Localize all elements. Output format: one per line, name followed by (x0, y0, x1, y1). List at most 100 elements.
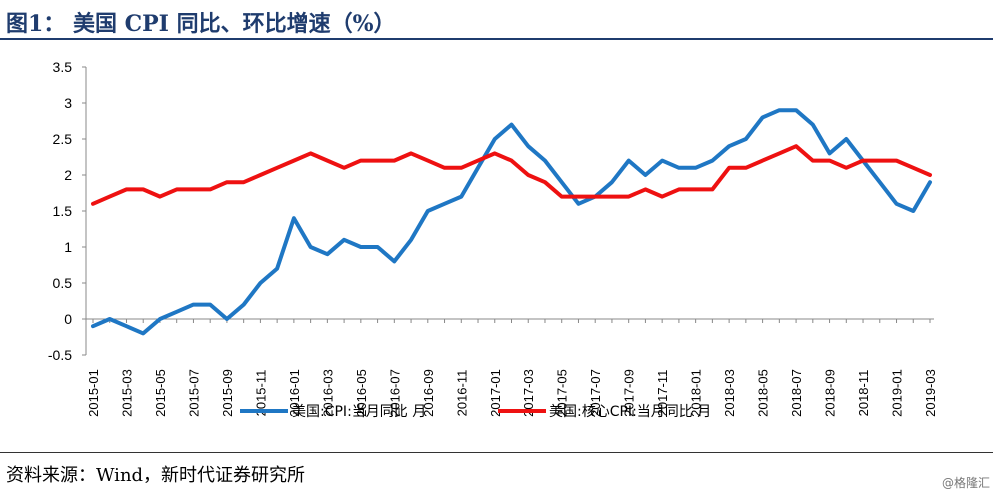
data-point (594, 196, 596, 198)
data-point (644, 188, 646, 190)
data-point (494, 152, 496, 154)
data-point (577, 203, 579, 205)
data-point (862, 160, 864, 162)
data-point (778, 152, 780, 154)
data-point (527, 145, 529, 147)
data-point (511, 160, 512, 162)
y-axis: 3.5 3 2.5 2 1.5 1 0.5 0 -0.5 (48, 59, 87, 363)
x-tick-label: 2017-11 (655, 370, 670, 417)
x-tick-label: 2015-07 (186, 369, 201, 417)
data-point (377, 246, 379, 248)
data-point (393, 260, 395, 262)
data-point (109, 318, 111, 320)
series-line (91, 144, 932, 206)
data-point (360, 160, 362, 162)
data-point (460, 167, 462, 169)
data-point (527, 174, 529, 176)
data-point (427, 160, 429, 162)
data-point (829, 160, 831, 162)
x-tick-label: 2018-09 (823, 369, 838, 417)
data-point (762, 160, 764, 162)
data-point (460, 196, 462, 198)
data-point (192, 188, 194, 190)
data-point (293, 160, 295, 162)
data-point (611, 196, 613, 198)
data-point (209, 304, 211, 306)
x-tick-label: 2016-01 (287, 369, 302, 417)
series-line (91, 108, 932, 336)
series-2 (91, 144, 932, 206)
data-point (912, 167, 914, 169)
legend-label: 美国:核心CPI:当月同比 月 (549, 404, 711, 420)
data-point (829, 152, 831, 154)
data-point (92, 203, 94, 205)
data-point (159, 196, 161, 198)
data-point (628, 160, 630, 162)
x-tick-label: 2015-05 (153, 369, 168, 417)
x-tick-label: 2016-03 (320, 369, 335, 417)
data-point (293, 217, 295, 219)
data-point (377, 160, 379, 162)
data-point (226, 181, 228, 183)
data-point (711, 188, 713, 190)
x-tick-label: 2019-01 (890, 369, 905, 417)
data-point (711, 160, 713, 162)
x-axis: 2015-01 2015-03 2015-05 2015-07 2015-09 2015-… (86, 318, 938, 417)
data-point (544, 160, 546, 162)
x-tick-label: 2016-05 (354, 369, 369, 417)
data-point (762, 116, 764, 118)
data-point (477, 167, 479, 169)
data-point (477, 160, 479, 162)
data-point (259, 174, 261, 176)
data-point (511, 124, 512, 126)
data-point (845, 138, 847, 140)
data-point (695, 188, 697, 190)
data-point (125, 188, 127, 190)
data-point (812, 124, 814, 126)
data-point (310, 246, 312, 248)
data-point (611, 181, 613, 183)
data-point (410, 239, 412, 241)
data-point (125, 325, 127, 327)
y-tick-label: 3.5 (53, 59, 73, 75)
source-note: 资料来源：Wind，新时代证券研究所 (6, 465, 306, 486)
data-point (360, 246, 362, 248)
data-point (393, 160, 395, 162)
data-point (912, 210, 914, 212)
x-tick-label: 2017-01 (488, 369, 503, 417)
x-tick-label: 2015-09 (220, 369, 235, 417)
data-point (896, 160, 898, 162)
x-tick-label: 2018-03 (722, 369, 737, 417)
x-tick-label: 2018-07 (789, 369, 804, 417)
data-point (259, 282, 261, 284)
data-point (561, 196, 563, 198)
data-point (343, 167, 345, 169)
data-point (879, 181, 881, 183)
data-point (109, 196, 111, 198)
x-tick-label: 2015-01 (86, 369, 101, 417)
data-point (879, 160, 881, 162)
title-divider (0, 38, 993, 40)
y-tick-label: 0 (64, 311, 72, 327)
data-point (444, 203, 446, 205)
y-tick-label: 0.5 (53, 275, 73, 291)
data-point (795, 109, 797, 111)
data-point (276, 268, 278, 270)
data-point (343, 239, 345, 241)
data-point (243, 181, 245, 183)
figure-title: 图1： 美国 CPI 同比、环比增速（%） (6, 11, 396, 37)
data-point (661, 196, 663, 198)
line-chart: 3.532.521.510.50-0.5 2015-01 2015-03 2015-… (48, 59, 938, 420)
data-point (728, 167, 730, 169)
y-tick-label: 2 (64, 167, 72, 183)
x-tick-label: 2016-07 (387, 369, 402, 417)
data-point (577, 196, 579, 198)
data-point (326, 160, 328, 162)
data-point (678, 167, 680, 169)
series-1 (91, 108, 932, 336)
x-tick-label: 2015-03 (119, 369, 134, 417)
x-tick-label: 2018-01 (689, 369, 704, 417)
data-point (544, 181, 546, 183)
data-point (276, 167, 278, 169)
data-point (812, 160, 814, 162)
